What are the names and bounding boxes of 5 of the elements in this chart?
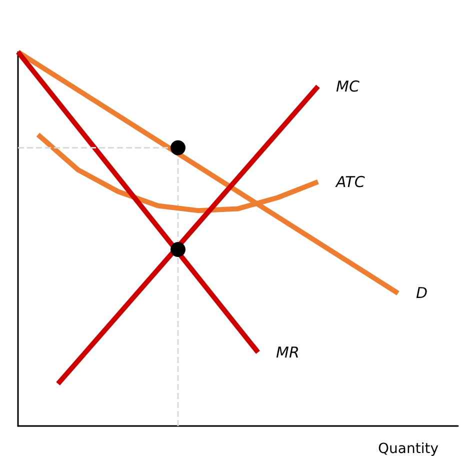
- series-label: MR: [276, 343, 300, 362]
- x-axis-title: Quantity: [378, 441, 438, 456]
- series-label: MC: [336, 77, 360, 96]
- series-label: ATC: [335, 172, 366, 191]
- series-label: D: [416, 284, 428, 302]
